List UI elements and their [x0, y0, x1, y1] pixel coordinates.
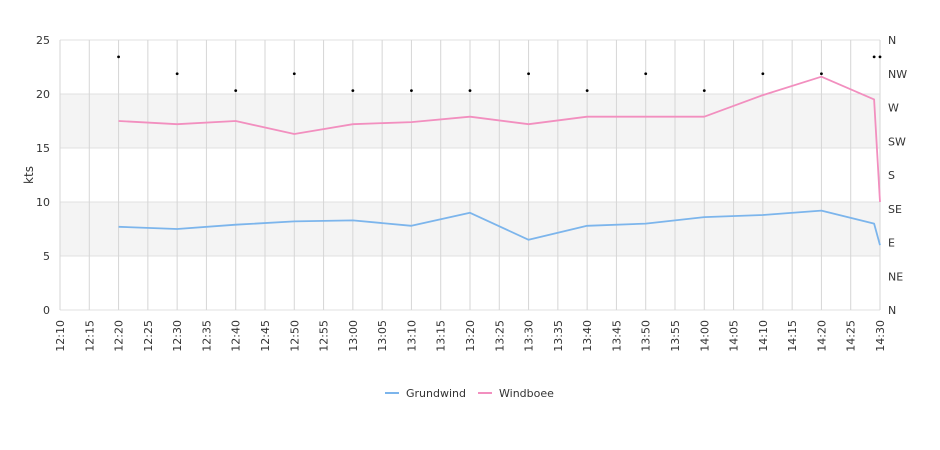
x-tick-label: 14:05	[728, 320, 741, 352]
x-tick-label: 12:30	[171, 320, 184, 352]
series-line-0[interactable]	[118, 209, 881, 246]
y-tick-label: 5	[43, 250, 50, 263]
direction-mark[interactable]	[117, 55, 120, 59]
legend[interactable]: Grundwind Windboee	[385, 387, 554, 400]
x-tick-label: 13:05	[376, 320, 389, 352]
x-tick-label: 13:40	[581, 320, 594, 352]
direction-mark[interactable]	[410, 89, 413, 93]
direction-mark[interactable]	[644, 72, 648, 76]
x-tick-label: 13:20	[464, 320, 477, 352]
x-tick-label: 13:00	[347, 320, 360, 352]
series-lines	[118, 75, 881, 246]
direction-mark[interactable]	[878, 55, 882, 59]
x-tick-label: 12:25	[142, 320, 155, 352]
x-tick-label: 14:10	[757, 320, 770, 352]
legend-label[interactable]: Grundwind	[406, 387, 466, 400]
direction-mark[interactable]	[585, 89, 589, 93]
y-tick-label: 0	[43, 304, 50, 317]
direction-mark[interactable]	[820, 72, 823, 76]
grid-lines	[59, 39, 881, 311]
direction-tick-label: N	[888, 304, 896, 317]
direction-mark[interactable]	[527, 72, 530, 76]
y-axis: 0 5 10 15 20 25	[36, 34, 50, 317]
x-tick-label: 14:00	[698, 320, 711, 352]
x-tick-label: 12:40	[230, 320, 243, 352]
direction-mark[interactable]	[351, 89, 355, 93]
y-tick-label: 25	[36, 34, 50, 47]
direction-tick-label: W	[888, 102, 899, 115]
x-tick-label: 12:55	[318, 320, 331, 352]
y-axis-title: kts	[22, 166, 36, 184]
series-line-1[interactable]	[118, 75, 881, 203]
x-tick-label: 14:20	[815, 320, 828, 352]
x-tick-label: 14:25	[845, 320, 858, 352]
x-tick-label: 13:50	[640, 320, 653, 352]
direction-axis: N NE E SE S SW W NW N	[888, 34, 907, 317]
x-tick-label: 12:10	[54, 320, 67, 352]
legend-label[interactable]: Windboee	[499, 387, 554, 400]
direction-mark[interactable]	[292, 72, 296, 76]
x-tick-label: 14:15	[786, 320, 799, 352]
direction-tick-label: N	[888, 34, 896, 47]
x-tick-label: 13:25	[493, 320, 506, 352]
direction-tick-label: E	[888, 237, 895, 250]
direction-tick-label: S	[888, 169, 895, 182]
x-tick-label: 12:50	[288, 320, 301, 352]
direction-tick-label: NW	[888, 68, 907, 81]
direction-marks	[117, 55, 882, 93]
x-tick-label: 13:45	[610, 320, 623, 352]
x-tick-label: 13:30	[523, 320, 536, 352]
y-tick-label: 15	[36, 142, 50, 155]
direction-mark[interactable]	[761, 72, 765, 76]
direction-tick-label: SE	[888, 203, 902, 216]
x-tick-label: 12:20	[113, 320, 126, 352]
direction-mark[interactable]	[234, 89, 238, 93]
x-tick-label: 13:55	[669, 320, 682, 352]
x-tick-label: 12:45	[259, 320, 272, 352]
x-tick-label: 12:15	[83, 320, 96, 352]
x-tick-label: 14:30	[874, 320, 887, 352]
direction-mark[interactable]	[175, 72, 179, 76]
x-tick-label: 13:35	[552, 320, 565, 352]
direction-mark[interactable]	[702, 89, 706, 93]
direction-mark[interactable]	[872, 55, 876, 59]
direction-tick-label: NE	[888, 270, 903, 283]
y-tick-label: 20	[36, 88, 50, 101]
x-tick-label: 12:35	[200, 320, 213, 352]
y-tick-label: 10	[36, 196, 50, 209]
direction-mark[interactable]	[468, 89, 472, 93]
x-tick-label: 13:10	[405, 320, 418, 352]
x-tick-label: 13:15	[435, 320, 448, 352]
x-axis: 12:10 12:15 12:20 12:25 12:30 12:35 12:40 12:45…	[54, 320, 887, 352]
direction-tick-label: SW	[888, 135, 906, 148]
